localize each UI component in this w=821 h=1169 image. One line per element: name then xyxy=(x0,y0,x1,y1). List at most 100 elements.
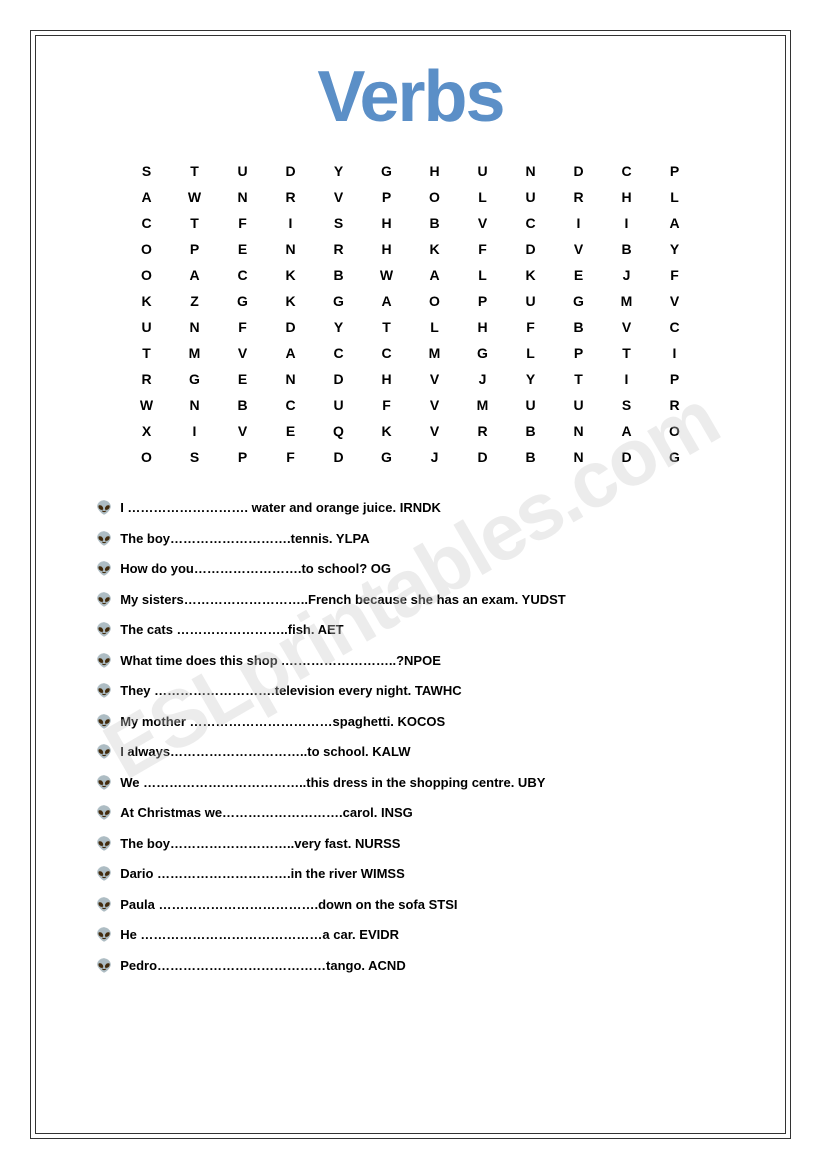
bullet-icon: 👽 xyxy=(96,622,112,638)
grid-cell: A xyxy=(651,210,699,236)
grid-cell: L xyxy=(411,314,459,340)
grid-cell: O xyxy=(123,444,171,470)
grid-cell: F xyxy=(651,262,699,288)
grid-cell: N xyxy=(171,392,219,418)
grid-cell: U xyxy=(507,184,555,210)
bullet-icon: 👽 xyxy=(96,561,112,577)
bullet-icon: 👽 xyxy=(96,958,112,974)
outer-border: ESLprintables.com Verbs STUDYGHUNDCPAWNR… xyxy=(30,30,791,1139)
grid-cell: T xyxy=(555,366,603,392)
sentence-text: How do you…………………….to school? OG xyxy=(120,561,745,576)
grid-cell: O xyxy=(651,418,699,444)
grid-cell: M xyxy=(603,288,651,314)
grid-row: KZGKGAOPUGMV xyxy=(123,288,699,314)
grid-cell: R xyxy=(123,366,171,392)
grid-row: OPENRHKFDVBY xyxy=(123,236,699,262)
grid-cell: S xyxy=(315,210,363,236)
grid-cell: N xyxy=(507,158,555,184)
grid-cell: D xyxy=(315,366,363,392)
sentence-text: What time does this shop .……………………..?NPO… xyxy=(120,653,745,668)
bullet-icon: 👽 xyxy=(96,775,112,791)
grid-cell: W xyxy=(171,184,219,210)
grid-cell: E xyxy=(555,262,603,288)
grid-cell: V xyxy=(219,340,267,366)
grid-cell: V xyxy=(651,288,699,314)
grid-cell: P xyxy=(219,444,267,470)
bullet-icon: 👽 xyxy=(96,592,112,608)
grid-row: UNFDYTLHFBVC xyxy=(123,314,699,340)
grid-cell: T xyxy=(363,314,411,340)
grid-cell: I xyxy=(171,418,219,444)
grid-cell: T xyxy=(603,340,651,366)
bullet-icon: 👽 xyxy=(96,714,112,730)
grid-cell: H xyxy=(411,158,459,184)
grid-cell: B xyxy=(555,314,603,340)
grid-cell: K xyxy=(363,418,411,444)
grid-cell: U xyxy=(315,392,363,418)
grid-cell: A xyxy=(411,262,459,288)
sentence-item: 👽Pedro…………………………………tango. ACND xyxy=(96,958,745,974)
grid-cell: D xyxy=(267,158,315,184)
grid-cell: R xyxy=(651,392,699,418)
grid-cell: D xyxy=(267,314,315,340)
grid-cell: F xyxy=(363,392,411,418)
grid-cell: A xyxy=(123,184,171,210)
grid-cell: G xyxy=(363,158,411,184)
bullet-icon: 👽 xyxy=(96,836,112,852)
grid-cell: D xyxy=(603,444,651,470)
sentences-list: 👽I ………………………. water and orange juice. IR… xyxy=(76,500,745,974)
grid-cell: R xyxy=(459,418,507,444)
grid-cell: Q xyxy=(315,418,363,444)
sentence-item: 👽The boy……………………….tennis. YLPA xyxy=(96,531,745,547)
grid-cell: P xyxy=(651,158,699,184)
grid-cell: H xyxy=(459,314,507,340)
grid-cell: Y xyxy=(315,158,363,184)
grid-cell: A xyxy=(363,288,411,314)
grid-cell: C xyxy=(123,210,171,236)
bullet-icon: 👽 xyxy=(96,805,112,821)
grid-cell: D xyxy=(507,236,555,262)
grid-cell: G xyxy=(171,366,219,392)
grid-cell: G xyxy=(363,444,411,470)
bullet-icon: 👽 xyxy=(96,500,112,516)
sentence-item: 👽We ………………………………..this dress in the shop… xyxy=(96,775,745,791)
grid-cell: X xyxy=(123,418,171,444)
grid-cell: Y xyxy=(507,366,555,392)
grid-cell: P xyxy=(651,366,699,392)
grid-cell: K xyxy=(411,236,459,262)
grid-cell: D xyxy=(555,158,603,184)
grid-cell: Z xyxy=(171,288,219,314)
grid-cell: J xyxy=(459,366,507,392)
grid-cell: V xyxy=(219,418,267,444)
grid-cell: F xyxy=(459,236,507,262)
grid-cell: R xyxy=(267,184,315,210)
grid-cell: J xyxy=(603,262,651,288)
grid-cell: S xyxy=(123,158,171,184)
grid-cell: U xyxy=(507,392,555,418)
sentence-item: 👽I ………………………. water and orange juice. IR… xyxy=(96,500,745,516)
grid-cell: P xyxy=(555,340,603,366)
sentence-text: The boy……………………….tennis. YLPA xyxy=(120,531,745,546)
grid-cell: W xyxy=(123,392,171,418)
sentence-text: He ……………………………………a car. EVIDR xyxy=(120,927,745,942)
grid-cell: N xyxy=(555,418,603,444)
grid-cell: J xyxy=(411,444,459,470)
grid-cell: F xyxy=(219,314,267,340)
grid-cell: N xyxy=(267,236,315,262)
grid-cell: D xyxy=(315,444,363,470)
grid-cell: P xyxy=(459,288,507,314)
grid-cell: V xyxy=(315,184,363,210)
sentence-item: 👽What time does this shop .……………………..?NP… xyxy=(96,653,745,669)
sentence-text: They ……………………….television every night. T… xyxy=(120,683,745,698)
grid-cell: N xyxy=(171,314,219,340)
grid-cell: R xyxy=(555,184,603,210)
grid-cell: C xyxy=(219,262,267,288)
grid-cell: C xyxy=(603,158,651,184)
grid-cell: N xyxy=(555,444,603,470)
sentence-text: I always…………………………..to school. KALW xyxy=(120,744,745,759)
grid-cell: B xyxy=(219,392,267,418)
grid-cell: N xyxy=(267,366,315,392)
grid-row: XIVEQKVRBNAO xyxy=(123,418,699,444)
grid-cell: S xyxy=(603,392,651,418)
grid-cell: R xyxy=(315,236,363,262)
